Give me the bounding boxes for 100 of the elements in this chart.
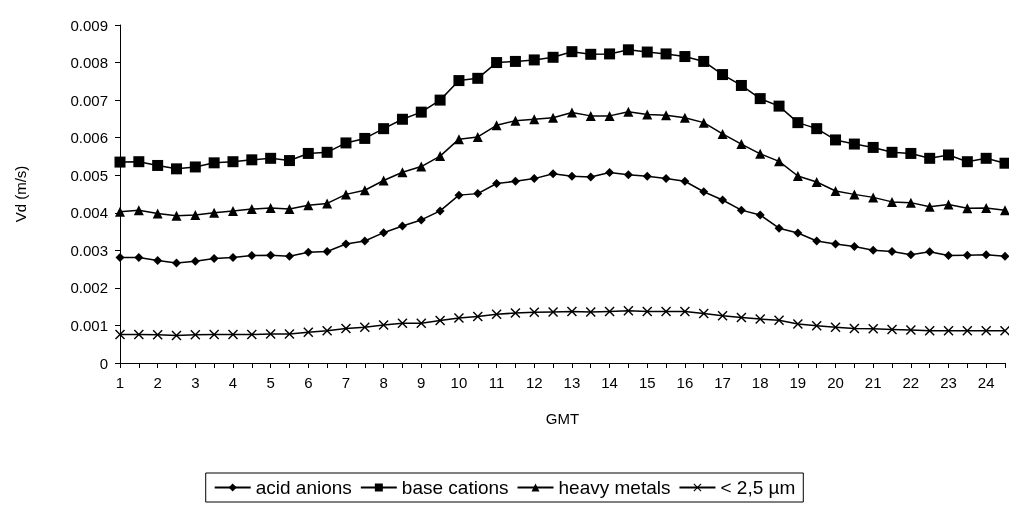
point bbox=[548, 112, 559, 123]
point bbox=[209, 254, 219, 264]
point bbox=[397, 318, 408, 329]
point bbox=[981, 250, 991, 260]
point bbox=[736, 139, 747, 150]
point bbox=[284, 251, 294, 261]
point bbox=[510, 308, 521, 319]
point bbox=[981, 202, 992, 213]
point bbox=[754, 93, 766, 105]
point bbox=[171, 210, 182, 221]
point bbox=[830, 186, 841, 196]
y-tick-label: 0.004 bbox=[70, 204, 108, 222]
point bbox=[679, 51, 691, 63]
point bbox=[303, 200, 314, 211]
x-tick-label: 1 bbox=[115, 374, 125, 391]
point bbox=[246, 204, 257, 215]
x-tick-label: 2 bbox=[153, 374, 162, 391]
point bbox=[849, 323, 860, 334]
point bbox=[152, 329, 163, 340]
point bbox=[831, 239, 841, 249]
x-tick-label: 5 bbox=[266, 374, 275, 391]
point bbox=[962, 325, 973, 336]
point bbox=[378, 175, 389, 186]
point bbox=[566, 306, 577, 317]
point bbox=[886, 146, 898, 158]
point bbox=[585, 48, 597, 60]
point bbox=[605, 168, 615, 178]
point bbox=[792, 318, 803, 329]
y-tick-label: 0.005 bbox=[70, 166, 108, 184]
point bbox=[792, 117, 804, 129]
x-axis-title: GMT bbox=[545, 410, 580, 427]
point bbox=[434, 94, 446, 106]
x-tick-label: 8 bbox=[379, 374, 388, 391]
point bbox=[755, 148, 766, 159]
point bbox=[962, 250, 972, 260]
point bbox=[491, 309, 502, 320]
x-tick-label: 19 bbox=[789, 374, 807, 391]
point bbox=[453, 134, 464, 145]
point bbox=[492, 178, 502, 188]
point bbox=[548, 169, 558, 179]
point bbox=[472, 131, 483, 142]
point bbox=[698, 55, 710, 67]
point bbox=[774, 156, 785, 167]
point bbox=[924, 152, 936, 164]
x-tick-label: 6 bbox=[304, 374, 313, 391]
x-tick-label: 13 bbox=[563, 374, 581, 391]
point bbox=[247, 251, 257, 261]
point bbox=[586, 172, 596, 182]
x-tick-label: 9 bbox=[417, 374, 426, 391]
point bbox=[415, 106, 427, 118]
point bbox=[378, 320, 389, 331]
x-tick-label: 10 bbox=[450, 374, 468, 391]
point bbox=[359, 322, 370, 333]
point bbox=[510, 115, 521, 126]
point bbox=[887, 196, 898, 207]
point bbox=[792, 170, 803, 181]
point bbox=[152, 159, 164, 171]
point bbox=[190, 256, 200, 266]
point bbox=[397, 221, 407, 231]
point bbox=[925, 247, 935, 257]
point bbox=[115, 252, 125, 262]
point bbox=[529, 174, 539, 184]
point bbox=[698, 308, 709, 319]
point bbox=[661, 110, 672, 121]
point bbox=[679, 112, 690, 123]
point bbox=[736, 205, 746, 215]
x-tick-label: 3 bbox=[191, 374, 200, 391]
point bbox=[698, 117, 709, 128]
point bbox=[322, 325, 333, 336]
y-tick-label: 0.007 bbox=[70, 91, 108, 109]
point bbox=[190, 210, 201, 221]
point bbox=[360, 236, 370, 246]
point bbox=[717, 310, 728, 321]
point bbox=[416, 215, 426, 225]
point bbox=[623, 106, 634, 117]
x-tick-label: 7 bbox=[341, 374, 351, 391]
point bbox=[943, 325, 954, 336]
point bbox=[660, 48, 672, 60]
point bbox=[340, 137, 352, 149]
point bbox=[642, 109, 653, 120]
point bbox=[906, 250, 916, 260]
point bbox=[830, 134, 842, 146]
point bbox=[190, 329, 201, 340]
point bbox=[849, 189, 860, 200]
point bbox=[284, 329, 295, 340]
point bbox=[642, 306, 653, 317]
point bbox=[303, 327, 314, 338]
point bbox=[868, 245, 878, 255]
point bbox=[642, 171, 652, 181]
point bbox=[755, 314, 766, 325]
point bbox=[227, 156, 239, 168]
x-tick-label: 14 bbox=[601, 374, 618, 391]
point bbox=[397, 167, 408, 178]
x-tick-label: 4 bbox=[228, 374, 238, 391]
x-tick-label: 16 bbox=[676, 374, 694, 391]
y-tick-label: 0.001 bbox=[70, 316, 108, 334]
point bbox=[980, 152, 992, 164]
legend-label: heavy metals bbox=[558, 477, 671, 498]
point bbox=[322, 198, 333, 209]
point bbox=[171, 330, 182, 341]
